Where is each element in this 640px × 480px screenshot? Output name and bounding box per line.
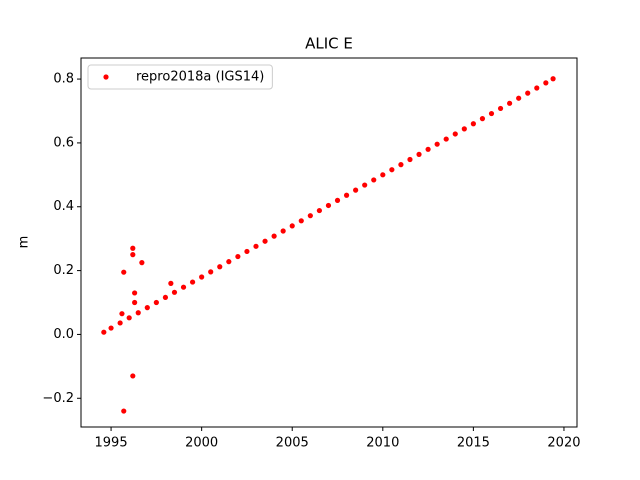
y-tick-label: −0.2 [42, 391, 74, 406]
data-point [162, 294, 169, 301]
data-point [117, 320, 123, 326]
legend-marker [103, 74, 109, 80]
plot-area [101, 76, 556, 414]
data-point [180, 284, 187, 290]
x-tick-label: 2005 [276, 436, 309, 451]
data-point [108, 325, 114, 331]
data-point [534, 85, 540, 91]
data-point [126, 315, 132, 321]
data-point [217, 264, 223, 270]
data-point [353, 187, 359, 193]
data-point [132, 290, 138, 296]
data-point [271, 233, 277, 239]
y-tick-label: 0.0 [53, 327, 74, 342]
x-tick-label: 2020 [547, 436, 580, 451]
data-point [189, 279, 196, 285]
y-tick-label: 0.4 [53, 199, 74, 214]
data-point [407, 156, 413, 163]
y-axis-label: m [17, 236, 32, 249]
data-point [488, 110, 495, 117]
x-tick-label: 2015 [457, 436, 490, 451]
data-point [525, 90, 531, 96]
data-point [121, 269, 127, 275]
data-point [199, 274, 205, 280]
data-point [362, 182, 368, 188]
legend: repro2018a (IGS14) [87, 64, 273, 90]
data-point [479, 116, 486, 122]
data-point [343, 192, 350, 198]
data-point [132, 299, 138, 306]
data-point [507, 100, 513, 106]
data-point [452, 131, 458, 137]
data-point [130, 373, 136, 379]
data-point [289, 223, 295, 229]
axes-frame [80, 57, 578, 428]
data-point [461, 126, 467, 132]
data-point [119, 311, 125, 317]
data-point [144, 305, 150, 311]
data-point [168, 280, 174, 286]
data-point [325, 202, 332, 209]
data-point [398, 162, 404, 168]
data-point [516, 95, 522, 101]
data-point [389, 167, 395, 173]
chart-title: ALIC E [305, 35, 353, 53]
data-point [101, 329, 107, 335]
x-tick-label: 1995 [95, 436, 128, 451]
data-point [334, 197, 341, 203]
data-point [497, 105, 504, 112]
data-point [470, 121, 476, 127]
x-tick-label: 2010 [366, 436, 399, 451]
data-point [226, 259, 232, 265]
x-tick-label: 2000 [185, 436, 218, 451]
data-point [316, 207, 322, 214]
data-point [208, 269, 214, 275]
data-point [171, 289, 178, 295]
y-tick-label: 0.2 [53, 263, 74, 278]
data-point [139, 260, 145, 266]
data-point [130, 252, 136, 258]
data-point [280, 228, 286, 234]
data-point [135, 310, 141, 316]
data-point [443, 136, 449, 142]
data-point [425, 146, 431, 152]
data-point [244, 248, 250, 255]
y-tick-label: 0.8 [53, 72, 74, 87]
data-point [380, 172, 386, 178]
data-point [130, 245, 136, 251]
data-point [307, 213, 313, 219]
data-point [262, 238, 268, 244]
data-point [434, 141, 440, 147]
data-point [416, 151, 422, 157]
data-point [235, 253, 241, 260]
data-point [371, 177, 377, 183]
legend-label: repro2018a (IGS14) [136, 70, 264, 85]
data-point [121, 408, 127, 414]
data-point [253, 243, 259, 249]
y-tick-label: 0.6 [53, 135, 74, 150]
data-point [298, 218, 304, 224]
data-point [543, 80, 549, 86]
legend-box [87, 64, 273, 90]
data-point [153, 299, 159, 306]
data-point [550, 76, 556, 82]
